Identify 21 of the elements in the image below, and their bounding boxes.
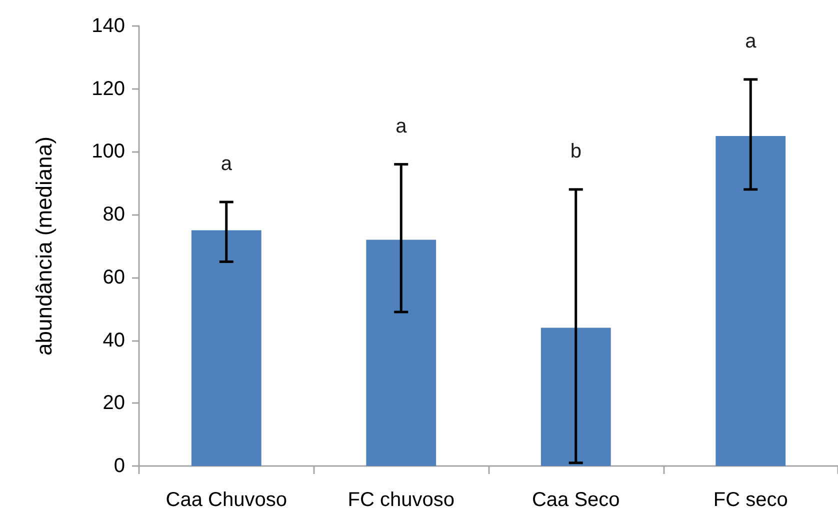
y-tick-label: 80 <box>102 204 125 226</box>
bar <box>191 230 262 466</box>
y-tick-label: 0 <box>114 455 125 477</box>
bar <box>540 328 611 466</box>
x-tick-label: Caa Chuvoso <box>166 489 287 511</box>
y-tick-label: 60 <box>102 266 125 288</box>
x-tick-label: FC seco <box>713 489 788 511</box>
x-tick-label: Caa Seco <box>532 489 620 511</box>
annotation: a <box>220 153 233 175</box>
y-tick-label: 40 <box>102 329 125 352</box>
annotation: b <box>570 140 582 162</box>
y-axis-title: abundância (mediana) <box>32 136 56 356</box>
y-tick-label: 120 <box>92 78 125 100</box>
bar <box>366 240 436 466</box>
annotation: a <box>396 115 408 138</box>
x-tick-label: FC chuvoso <box>348 489 454 511</box>
y-tick-label: 140 <box>92 15 125 37</box>
y-tick-label: 20 <box>102 392 125 414</box>
annotation: a <box>745 30 758 52</box>
bar <box>716 136 786 466</box>
y-tick-label: 100 <box>92 140 125 163</box>
